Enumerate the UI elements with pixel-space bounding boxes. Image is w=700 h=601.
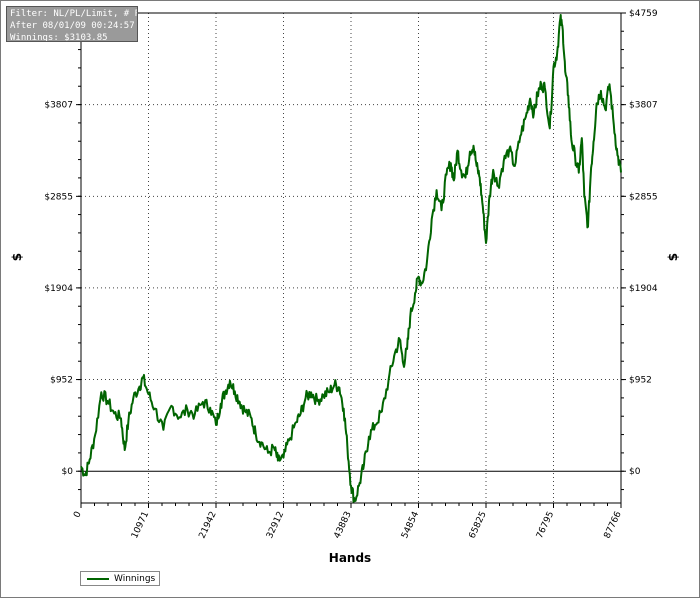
y-tick-label-right: $0 <box>629 467 641 477</box>
winnings-total-text: Winnings: $3103.85 <box>10 33 108 42</box>
y-tick-label-left: $952 <box>50 376 73 386</box>
x-tick-label: 32912 <box>265 510 286 540</box>
x-tick-label: 0 <box>72 510 84 520</box>
y-axis-title-right: $ <box>666 253 680 261</box>
x-tick-label: 54854 <box>400 510 421 540</box>
x-tick-label: 43883 <box>333 510 354 540</box>
legend-swatch-winnings <box>87 578 109 580</box>
legend-label-winnings: Winnings <box>114 574 156 584</box>
y-tick-label-right: $4759 <box>629 9 658 19</box>
y-tick-label-right: $2855 <box>629 192 658 202</box>
series-line-winnings <box>80 14 622 503</box>
tick-labels: 0 10971 21942 32912 43883 54854 65825 76795 8776… <box>44 9 658 540</box>
legend: Winnings <box>80 571 160 586</box>
filter-text: Filter: NL/PL/Limit, # Players <box>10 9 137 19</box>
series-layer <box>80 14 622 503</box>
y-axis-title-left: $ <box>10 253 24 261</box>
y-tick-label-right: $952 <box>629 376 652 386</box>
x-tick-label: 10971 <box>130 510 151 540</box>
filter-info-box: Filter: NL/PL/Limit, # Players After 08/… <box>6 6 138 42</box>
x-axis-title: Hands <box>329 551 371 565</box>
y-tick-label-left: $1904 <box>44 284 73 294</box>
x-tick-label: 87766 <box>603 510 624 540</box>
date-filter-text: After 08/01/09 00:24:57 <box>10 21 135 31</box>
x-tick-label: 21942 <box>198 510 219 540</box>
y-tick-label-right: $3807 <box>629 101 658 111</box>
y-tick-label-left: $2855 <box>44 192 73 202</box>
x-tick-label: 65825 <box>468 510 489 540</box>
y-tick-label-left: $3807 <box>44 101 73 111</box>
axes <box>76 12 626 508</box>
y-tick-label-right: $1904 <box>629 284 658 294</box>
x-tick-label: 76795 <box>535 510 556 540</box>
y-tick-label-left: $0 <box>62 467 74 477</box>
